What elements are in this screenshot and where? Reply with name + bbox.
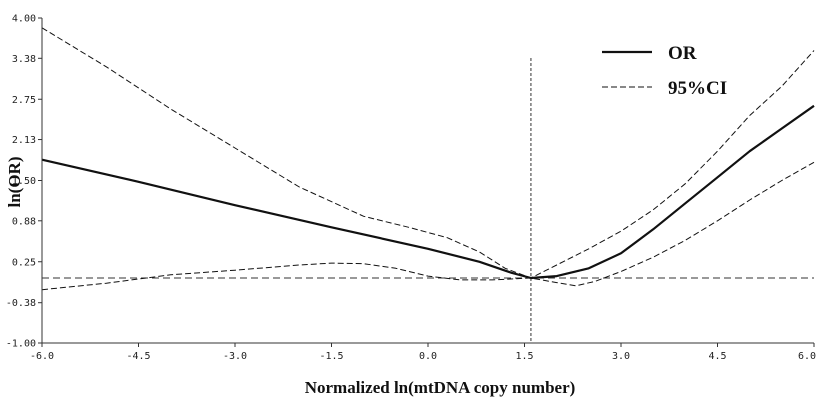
x-axis-label: Normalized ln(mtDNA copy number) bbox=[305, 378, 576, 397]
x-tick-label: 3.0 bbox=[612, 351, 630, 362]
y-tick-label: 4.00 bbox=[12, 14, 36, 25]
x-tick-label: -1.5 bbox=[319, 351, 343, 362]
x-tick-label: 6.0 bbox=[798, 351, 816, 362]
legend-label: 95%CI bbox=[668, 78, 727, 99]
series-line-ci-lower bbox=[41, 161, 815, 291]
y-tick-label: 1.50 bbox=[12, 176, 36, 187]
plot-area bbox=[41, 27, 815, 343]
x-tick-label: -3.0 bbox=[223, 351, 247, 362]
x-tick-label: 4.5 bbox=[708, 351, 726, 362]
x-tick-label: -4.5 bbox=[126, 351, 150, 362]
y-axis: 4.00 3.38 2.75 2.13 1.50 0.88 0.25 -0.38 -1.00 bbox=[6, 14, 43, 350]
y-tick-label: -0.38 bbox=[6, 298, 36, 309]
y-tick-label: 3.38 bbox=[12, 54, 36, 65]
y-tick-label: -1.00 bbox=[6, 339, 36, 350]
series-line-ci-upper bbox=[41, 27, 815, 279]
x-tick-label: 0.0 bbox=[419, 351, 437, 362]
x-tick-label: 1.5 bbox=[515, 351, 533, 362]
y-tick-label: 2.13 bbox=[12, 135, 36, 146]
x-axis: -6.0 -4.5 -3.0 -1.5 0.0 1.5 3.0 4.5 6.0 bbox=[30, 342, 816, 362]
series-line-or bbox=[41, 104, 815, 280]
y-tick-label: 0.25 bbox=[12, 257, 36, 268]
x-tick-label: -6.0 bbox=[30, 351, 54, 362]
legend: OR 95%CI bbox=[602, 43, 727, 99]
y-tick-label: 2.75 bbox=[12, 95, 36, 106]
legend-label: OR bbox=[668, 43, 697, 64]
y-axis-label: ln(OR) bbox=[5, 157, 24, 208]
y-tick-label: 0.88 bbox=[12, 216, 36, 227]
